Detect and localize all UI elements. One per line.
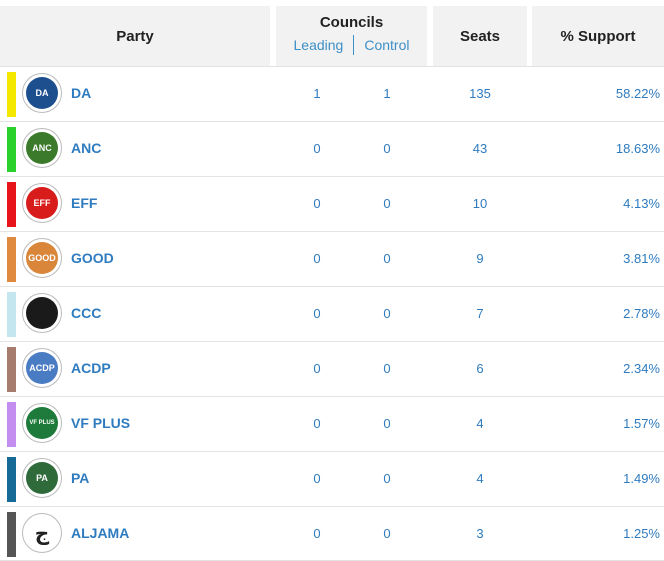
party-color-bar — [7, 512, 16, 557]
party-color-bar — [7, 72, 16, 117]
party-name-link[interactable]: ACDP — [71, 360, 111, 376]
councils-leading-value: 0 — [313, 251, 321, 266]
party-name-link[interactable]: ANC — [71, 140, 102, 156]
support-value: 18.63% — [615, 141, 660, 156]
seats-column-header[interactable]: Seats — [433, 6, 527, 66]
party-color-bar — [7, 292, 16, 337]
party-name-link[interactable]: ALJAMA — [71, 525, 130, 541]
party-color-bar — [7, 127, 16, 172]
party-logo-mark: EFF — [26, 187, 58, 219]
party-logo-mark: GOOD — [26, 242, 58, 274]
table-row[interactable]: GOOD GOOD 0 0 9 3.81% — [0, 231, 664, 286]
seats-value: 6 — [476, 361, 484, 376]
party-logo-mark: ANC — [26, 132, 58, 164]
leading-column-header[interactable]: Leading — [293, 37, 344, 53]
party-logo-icon: ج — [22, 513, 62, 553]
party-logo-icon: PA — [22, 458, 62, 498]
seats-value: 3 — [476, 526, 484, 541]
party-name-link[interactable]: DA — [71, 85, 92, 101]
support-value: 4.13% — [623, 196, 660, 211]
councils-leading-value: 0 — [313, 306, 321, 321]
party-logo-icon: EFF — [22, 183, 62, 223]
seats-value: 10 — [472, 196, 488, 211]
party-logo-icon: DA — [22, 73, 62, 113]
party-logo-mark: ج — [26, 517, 58, 549]
party-logo-icon: ANC — [22, 128, 62, 168]
table-row[interactable]: ACDP ACDP 0 0 6 2.34% — [0, 341, 664, 396]
support-value: 3.81% — [623, 251, 660, 266]
councils-leading-value: 0 — [313, 416, 321, 431]
table-row[interactable]: DA DA 1 1 135 58.22% — [0, 66, 664, 121]
support-value: 1.49% — [623, 471, 660, 486]
councils-control-value: 0 — [383, 306, 391, 321]
control-column-header[interactable]: Control — [364, 37, 410, 53]
table-row[interactable]: PA PA 0 0 4 1.49% — [0, 451, 664, 506]
support-value: 2.34% — [623, 361, 660, 376]
party-column-header[interactable]: Party — [0, 6, 270, 66]
party-name-link[interactable]: GOOD — [71, 250, 114, 266]
party-color-bar — [7, 457, 16, 502]
party-name-link[interactable]: EFF — [71, 195, 98, 211]
councils-control-value: 0 — [383, 416, 391, 431]
table-row[interactable]: ج ALJAMA 0 0 3 1.25% — [0, 506, 664, 561]
party-logo-icon: VF PLUS — [22, 403, 62, 443]
party-name-link[interactable]: VF PLUS — [71, 415, 131, 431]
support-column-header[interactable]: % Support — [532, 6, 664, 66]
seats-value: 43 — [472, 141, 488, 156]
councils-leading-value: 0 — [313, 526, 321, 541]
party-logo-mark: PA — [26, 462, 58, 494]
councils-leading-value: 0 — [313, 141, 321, 156]
table-body: DA DA 1 1 135 58.22% ANC ANC 0 0 43 18.6… — [0, 66, 664, 561]
councils-control-value: 0 — [383, 471, 391, 486]
councils-leading-value: 0 — [313, 361, 321, 376]
councils-control-value: 0 — [383, 196, 391, 211]
party-color-bar — [7, 182, 16, 227]
seats-value: 4 — [476, 416, 484, 431]
party-logo-mark: ACDP — [26, 352, 58, 384]
support-value: 1.57% — [623, 416, 660, 431]
councils-control-value: 0 — [383, 361, 391, 376]
councils-control-value: 1 — [383, 86, 391, 101]
councils-leading-value: 0 — [313, 471, 321, 486]
seats-value: 7 — [476, 306, 484, 321]
seats-value: 9 — [476, 251, 484, 266]
councils-leading-value: 0 — [313, 196, 321, 211]
column-divider — [353, 35, 355, 55]
party-color-bar — [7, 237, 16, 282]
councils-leading-value: 1 — [313, 86, 321, 101]
councils-control-value: 0 — [383, 526, 391, 541]
table-row[interactable]: CCC 0 0 7 2.78% — [0, 286, 664, 341]
councils-column-header: Councils Leading Control — [276, 6, 427, 66]
party-logo-icon: GOOD — [22, 238, 62, 278]
table-row[interactable]: ANC ANC 0 0 43 18.63% — [0, 121, 664, 176]
party-logo-mark: VF PLUS — [26, 407, 58, 439]
support-value: 58.22% — [615, 86, 660, 101]
party-logo-icon: ACDP — [22, 348, 62, 388]
table-row[interactable]: VF PLUS VF PLUS 0 0 4 1.57% — [0, 396, 664, 451]
councils-control-value: 0 — [383, 141, 391, 156]
table-header: Party Councils Leading Control Seats % S… — [0, 0, 664, 66]
party-name-link[interactable]: CCC — [71, 305, 102, 321]
councils-control-value: 0 — [383, 251, 391, 266]
support-value: 1.25% — [623, 526, 660, 541]
party-name-link[interactable]: PA — [71, 470, 90, 486]
seats-value: 135 — [469, 86, 491, 101]
party-logo-mark — [26, 297, 58, 329]
table-row[interactable]: EFF EFF 0 0 10 4.13% — [0, 176, 664, 231]
party-logo-icon — [22, 293, 62, 333]
party-color-bar — [7, 347, 16, 392]
party-color-bar — [7, 402, 16, 447]
councils-title: Councils — [319, 14, 384, 31]
support-value: 2.78% — [623, 306, 660, 321]
party-logo-mark: DA — [26, 77, 58, 109]
seats-value: 4 — [476, 471, 484, 486]
